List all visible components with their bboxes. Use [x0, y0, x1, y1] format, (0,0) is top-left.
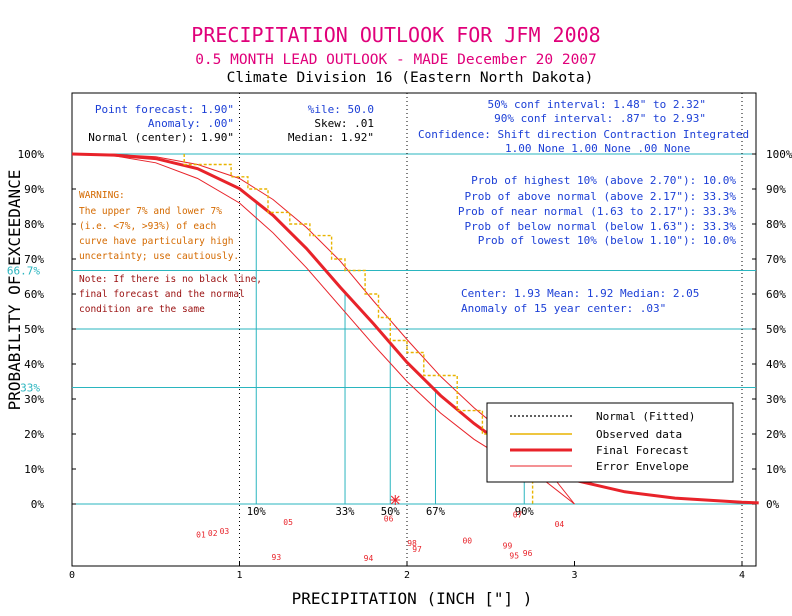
year-label: 04 — [555, 520, 565, 529]
warning-line: (i.e. <7%, >93%) of each — [79, 221, 216, 232]
anomaly-center-text: Anomaly of 15 year center: .03" — [461, 302, 666, 315]
percentile-marker-label: 10% — [247, 506, 267, 518]
percentile-marker-label: 90% — [515, 506, 535, 518]
warning-line: The upper 7% and lower 7% — [79, 206, 222, 217]
percentile-marker-label: 67% — [426, 506, 446, 518]
percentile-marker-label: 50% — [381, 506, 401, 518]
year-label: 01 — [196, 530, 206, 539]
legend-observed-label: Observed data — [596, 428, 682, 441]
year-label: 00 — [462, 537, 472, 546]
note-line: condition are the same — [79, 304, 205, 315]
forecast-info: Point forecast: 1.90" Anomaly: .00" Norm… — [88, 98, 749, 315]
note-line: final forecast and the normal — [79, 289, 245, 300]
percentile-marker-label: 33% — [336, 506, 356, 518]
label-layer: 10% 33% 50% 67% 90%0%10%20%30%40%50%60%70%80… — [7, 148, 792, 581]
y-tick-label-right: 40% — [766, 358, 786, 371]
prob-near-text: Prob of near normal (1.63 to 2.17"): 33.… — [458, 205, 737, 218]
prob-highest-text: Prob of highest 10% (above 2.70"): 10.0% — [471, 174, 736, 187]
conf90-text: 90% conf interval: .87" to 2.93" — [494, 112, 706, 125]
chart-division: Climate Division 16 (Eastern North Dakot… — [227, 70, 594, 86]
y-tick-label-right: 80% — [766, 218, 786, 231]
normal-center-text: Normal (center): 1.90" — [88, 131, 234, 144]
chart-title: PRECIPITATION OUTLOOK FOR JFM 2008 — [191, 23, 600, 47]
y-tick-label-right: 90% — [766, 183, 786, 196]
year-label: 96 — [523, 549, 533, 558]
y-tick-label-left: 50% — [24, 323, 44, 336]
y-tick-label-right: 0% — [766, 498, 780, 511]
x-tick-label: 0 — [69, 570, 75, 581]
y-tick-label-left: 30% — [24, 393, 44, 406]
year-label: 99 — [503, 541, 513, 550]
year-label: 93 — [272, 553, 282, 562]
warning-line: uncertainty; use cautiously. — [79, 251, 239, 262]
note-box: Note: If there is no black line, final f… — [79, 274, 262, 315]
confidence-values-text: 1.00 None 1.00 None .00 None — [505, 142, 690, 155]
point-forecast-text: Point forecast: 1.90" — [95, 103, 234, 116]
prob-below-text: Prob of below normal (below 1.63"): 33.3… — [464, 220, 736, 233]
y-tick-label-left: 40% — [24, 358, 44, 371]
legend-final-label: Final Forecast — [596, 444, 689, 457]
y-tick-label-left: 0% — [31, 498, 45, 511]
median-text: Median: 1.92" — [288, 131, 374, 144]
year-label: 98 — [407, 539, 417, 548]
prob-above-text: Prob of above normal (above 2.17"): 33.3… — [464, 190, 736, 203]
warning-line: curve have particulary high — [79, 236, 233, 247]
note-line: Note: If there is no black line, — [79, 274, 262, 285]
prob-lowest-text: Prob of lowest 10% (below 1.10"): 10.0% — [478, 234, 737, 247]
y-tick-label-right: 10% — [766, 463, 786, 476]
center-stats-text: Center: 1.93 Mean: 1.92 Median: 2.05 — [461, 287, 699, 300]
warning-box: WARNING: The upper 7% and lower 7% (i.e.… — [79, 190, 239, 262]
y-tick-label-right: 100% — [766, 148, 792, 161]
legend-normal-label: Normal (Fitted) — [596, 410, 695, 423]
y-tick-label-left: 100% — [18, 148, 45, 161]
special-y-label: 33% — [20, 381, 40, 394]
year-label: 02 — [208, 529, 218, 538]
confidence-header-text: Confidence: Shift direction Contraction … — [418, 128, 749, 141]
year-label: 94 — [364, 554, 374, 563]
skew-text: Skew: .01 — [314, 117, 374, 130]
legend-envelope-label: Error Envelope — [596, 460, 689, 473]
x-tick-label: 2 — [404, 570, 410, 581]
x-tick-label: 1 — [236, 570, 242, 581]
percentile-text: %ile: 50.0 — [308, 103, 374, 116]
special-y-label: 66.7% — [7, 265, 40, 278]
y-tick-label-right: 30% — [766, 393, 786, 406]
x-tick-label: 3 — [571, 570, 577, 581]
year-label: 06 — [384, 515, 394, 524]
warning-line: WARNING: — [79, 190, 125, 201]
conf50-text: 50% conf interval: 1.48" to 2.32" — [487, 98, 706, 111]
x-tick-label: 4 — [739, 570, 745, 581]
y-tick-label-right: 60% — [766, 288, 786, 301]
anomaly-text: Anomaly: .00" — [148, 117, 234, 130]
year-label: 95 — [509, 552, 519, 561]
y-tick-label-left: 90% — [24, 183, 44, 196]
y-tick-label-left: 60% — [24, 288, 44, 301]
y-tick-label-left: 70% — [24, 253, 44, 266]
y-tick-label-left: 80% — [24, 218, 44, 231]
x-axis-title: PRECIPITATION (INCH ["] ) — [292, 589, 533, 608]
y-tick-label-left: 10% — [24, 463, 44, 476]
year-label: 07 — [513, 510, 523, 519]
median-star-marker — [390, 495, 401, 505]
y-tick-label-right: 20% — [766, 428, 786, 441]
final-forecast-line — [71, 152, 759, 505]
year-label: 97 — [412, 545, 422, 554]
legend: Normal (Fitted) Observed data Final Fore… — [486, 402, 734, 483]
year-label: 05 — [283, 518, 293, 527]
y-tick-label-right: 70% — [766, 253, 786, 266]
observed-data-line — [183, 154, 534, 504]
chart-subtitle: 0.5 MONTH LEAD OUTLOOK - MADE December 2… — [195, 52, 597, 68]
y-tick-label-right: 50% — [766, 323, 786, 336]
y-axis-title: PROBABILITY OF EXCEEDANCE — [5, 170, 24, 411]
year-label: 03 — [220, 527, 230, 536]
y-tick-label-left: 20% — [24, 428, 44, 441]
